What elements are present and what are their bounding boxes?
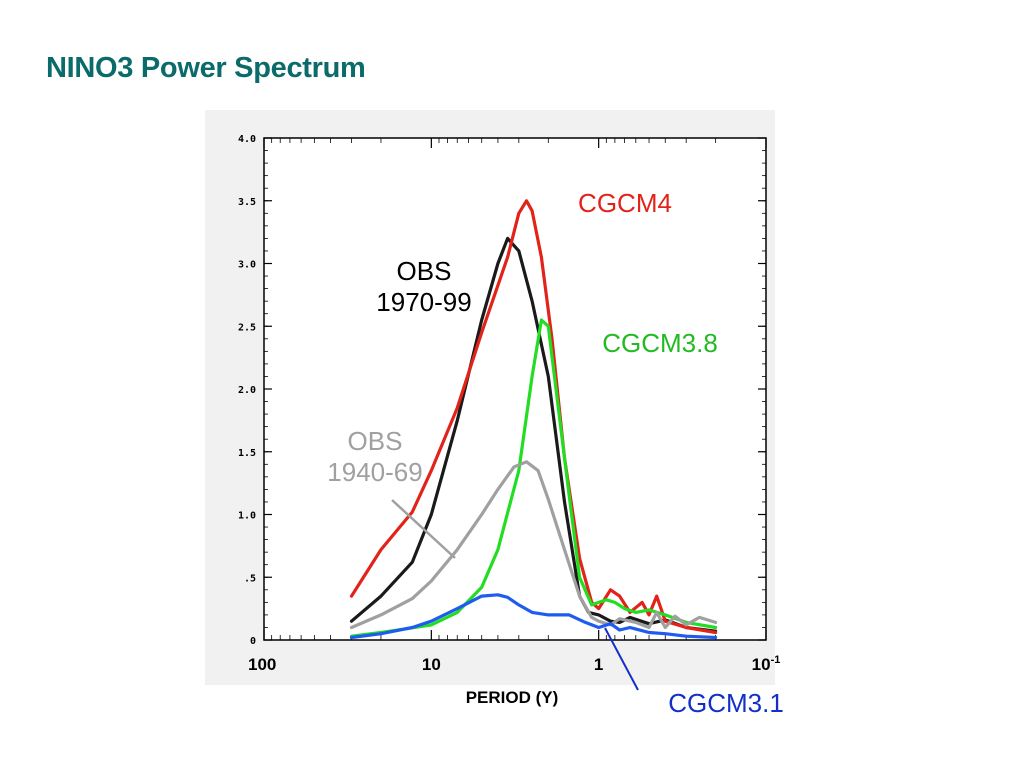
y-tick-label: 4.0 [238,134,256,145]
cgcm31-leader-line [604,627,639,691]
obs-1940-69-leader-line [391,499,456,559]
x-tick-label: 100 [248,655,276,674]
annotation-obs7099: OBS 1970-99 [376,256,471,317]
annotation-cgcm4: CGCM4 [578,188,672,218]
series-line-cgcm3-8 [349,318,718,638]
y-tick-label: .5 [244,573,256,584]
x-tick-exponent: -1 [771,654,781,666]
slide-title: NINO3 Power Spectrum [46,52,366,84]
y-tick-label: 0 [250,636,256,647]
annotation-cgcm38: CGCM3.8 [602,328,718,358]
annotation-line: 1970-99 [376,287,471,317]
plot-frame [263,137,767,641]
annotation-line: OBS [397,256,452,286]
annotation-line: CGCM3.1 [668,688,784,718]
annotation-line: 1940-69 [327,457,422,487]
series-line-obs-1970-99 [349,236,718,633]
annotation-line: CGCM3.8 [602,328,718,358]
y-tick-label: 1.0 [238,511,256,522]
x-axis-label: PERIOD (Y) [466,688,559,707]
y-axis: 0 .5 1.0 1.5 2.0 2.5 3.0 3.5 4.0 [238,134,766,647]
series-layer [349,199,718,640]
annotation-obs4069: OBS 1940-69 [327,426,422,487]
y-tick-label: 2.5 [238,322,256,333]
x-tick-label: 1 [594,655,603,674]
y-tick-label: 3.5 [238,197,256,208]
y-tick-label: 2.0 [238,385,256,396]
y-tick-label: 1.5 [238,448,256,459]
y-tick-label: 3.0 [238,260,256,271]
annotation-line: CGCM4 [578,188,672,218]
leader-lines [391,499,639,691]
annotation-cgcm31: CGCM3.1 [668,688,784,718]
annotation-line: OBS [348,426,403,456]
x-tick-label: 10-1 [752,654,781,674]
series-line-obs-1940-69 [349,460,718,630]
series-line-cgcm3-1 [349,593,718,640]
x-tick-label: 10 [422,655,441,674]
